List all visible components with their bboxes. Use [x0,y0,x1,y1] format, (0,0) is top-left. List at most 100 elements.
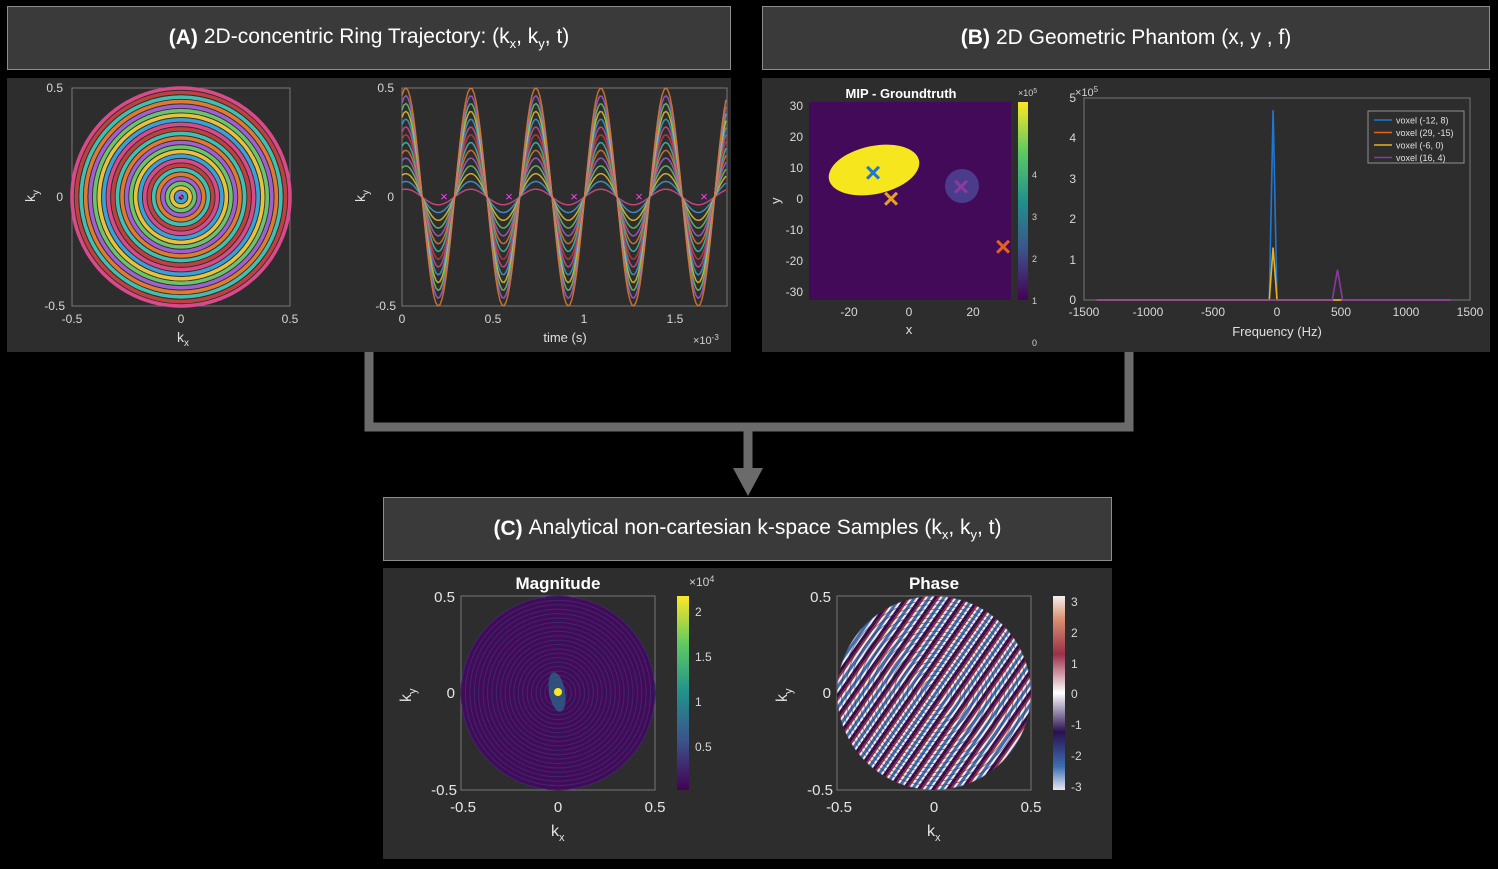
phase-ring [924,683,944,703]
phase-colorbar-tick: 0 [1071,687,1078,701]
concentric-rings [70,86,292,308]
zero-crossing-markers: × × × × × [440,189,708,204]
time-xtick-1: 0.5 [485,312,502,326]
mag-xlabel: kx [551,823,565,844]
mip-ytick: 0 [796,192,803,206]
time-ylabel: ky [352,190,372,202]
ring-circle [133,149,229,245]
spectrum-exponent: ×105 [1075,85,1099,99]
zero-crossing-marker: × [440,189,448,204]
time-ytick-bottom: -0.5 [375,299,396,313]
phase-ring [854,613,1014,773]
panel-b-title: (B) 2D Geometric Phantom (x, y , f) [762,6,1490,70]
panel-b-svg: MIP - Groundtruth × × × × 3020100-10-20-… [768,85,1484,348]
legend-label: voxel (-6, 0) [1396,141,1444,151]
magnitude-ring [478,613,638,773]
voxel-marker-purple: × [953,171,969,202]
time-ytick-mid: 0 [387,190,394,204]
time-plot-axes [401,87,728,307]
zero-crossing-marker: × [570,189,578,204]
ring-circle [142,158,220,236]
panel-c-label: (C) [493,517,523,540]
time-exponent: ×10-3 [693,333,719,347]
panel-b-title-text: 2D Geometric Phantom (x, y , f) [995,26,1292,49]
ring-circle [147,163,215,231]
mip-colorbar-exponent: ×105 [1018,88,1037,98]
ring-circle [120,136,242,258]
time-xtick-2: 1 [581,312,588,326]
magnitude-title: Magnitude [516,574,601,593]
spectrum-ytick: 1 [1069,253,1076,267]
phase-ring [871,630,997,756]
magnitude-colorbar-tick: 1.5 [695,650,712,664]
panel-b-plots: MIP - Groundtruth × × × × 30 20 10 0 -10 -20-… [762,78,1490,352]
trajectory-waves [401,86,727,307]
magnitude-colorbar-ticks: 2 1.5 1 0.5 [695,605,712,754]
magnitude-ring [522,657,594,729]
mip-small-blob [945,169,979,203]
phase-xtick-right: 0.5 [1021,799,1042,816]
ring-circle [102,118,260,276]
trajectory-wave [401,86,727,307]
ring-circle [156,172,206,222]
legend-label: voxel (29, -15) [1396,128,1454,138]
panel-c-svg: Magnitude 0.5 0 -0.5 -0.5 0 0.5 kx ky ×1… [398,574,1082,844]
ring-circle [129,145,233,249]
panel-c-plots: Magnitude 0.5 0 -0.5 -0.5 0 0.5 kx ky ×1… [383,568,1112,859]
zero-crossing-marker: × [700,189,708,204]
ring-circle [79,95,283,299]
magnitude-ring [517,652,599,734]
magnitude-ring [473,608,643,778]
mip-colorbar-tick: 0 [1032,338,1037,348]
ring-circle [70,86,292,308]
phase-xtick-left: -0.5 [826,799,852,816]
ring-circle [92,108,270,286]
magnitude-ring [531,666,585,720]
mip-image [809,102,1011,300]
mip-xtick-0: -20 [840,305,858,319]
voxel-marker-yellow: × [883,183,899,214]
phase-ring [915,674,953,712]
ring-circle [124,140,238,254]
phase-ring [867,626,1001,760]
phase-colorbar-tick: -2 [1071,749,1082,763]
mip-ytick: 10 [790,161,804,175]
legend-label: voxel (-12, 8) [1396,116,1449,126]
ring-xtick-right: 0.5 [282,312,299,326]
mag-ytick-mid: 0 [447,685,455,702]
magnitude-colorbar-tick: 0.5 [695,740,712,754]
phase-xlabel: kx [927,823,941,844]
phase-ring [902,661,966,725]
spectrum-xtick: 500 [1331,305,1351,319]
magnitude-colorbar-exponent: ×104 [689,574,714,589]
panel-a-title-text: 2D-concentric Ring Trajectory: (kx, ky, … [203,24,570,52]
phase-ytick-bottom: -0.5 [807,782,833,799]
phase-ring [911,670,957,716]
phase-xtick-mid: 0 [930,799,938,816]
time-ytick-top: 0.5 [377,81,394,95]
time-xtick-0: 0 [399,312,406,326]
spectrum-ytick: 3 [1069,172,1076,186]
magnitude-rings [460,595,656,791]
phase-ring [858,617,1010,769]
mip-ellipse [828,144,920,196]
mip-colorbar-ticks: 4 3 2 1 0 [1032,170,1037,348]
voxel-marker-blue: × [865,157,881,188]
ring-ytick-mid: 0 [56,190,63,204]
mip-ytick: 30 [790,99,804,113]
mip-colorbar-tick: 2 [1032,254,1037,264]
ring-circle [111,127,251,267]
phase-ring [893,652,975,734]
time-xtick-3: 1.5 [667,312,684,326]
magnitude-colorbar-tick: 2 [695,605,702,619]
arrow-head [733,468,763,496]
magnitude-ring [513,648,603,738]
mip-colorbar [1018,102,1028,300]
mip-ytick: 20 [790,130,804,144]
magnitude-ring [526,661,590,725]
mip-colorbar-tick: 1 [1032,296,1037,306]
mag-xtick-left: -0.5 [450,799,476,816]
ring-circle [170,186,192,208]
phase-ring [885,644,983,742]
spectrum-ytick: 5 [1069,91,1076,105]
